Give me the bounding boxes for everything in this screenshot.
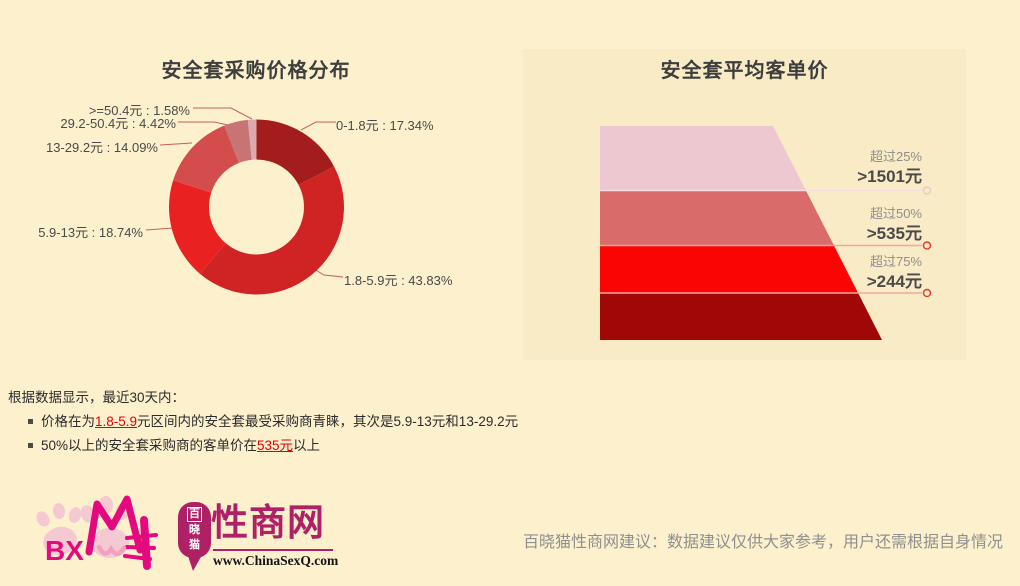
pie-segment-3[interactable] bbox=[173, 125, 240, 193]
funnel-segment-1[interactable] bbox=[600, 190, 834, 246]
bx-logo-text: BX bbox=[45, 535, 84, 566]
bubble-char-2: 晓 bbox=[189, 524, 200, 536]
pie-segment-1[interactable] bbox=[200, 166, 345, 295]
pie-segment-5[interactable] bbox=[247, 119, 257, 160]
summary-bullet-2: 50%以上的安全套采购商的客单价在535元以上 bbox=[8, 437, 518, 454]
leader-line-gte50 bbox=[193, 107, 253, 120]
funnel-segment-2[interactable] bbox=[600, 245, 859, 294]
funnel-separator-lines bbox=[600, 186, 932, 298]
cat-mouth-icon bbox=[96, 544, 127, 556]
funnel-segment-0[interactable] bbox=[600, 126, 806, 191]
funnel-value-1501: >1501元 bbox=[857, 167, 922, 186]
pie-label-5.9-13: 5.9-13元 : 18.74% bbox=[38, 225, 143, 240]
pie-label-1.8-5.9: 1.8-5.9元 : 43.83% bbox=[344, 273, 453, 288]
funnel-label-75pct: 超过75% bbox=[869, 254, 922, 269]
summary-block: 根据数据显示，最近30天内： 价格在为1.8-5.9元区间内的安全套最受采购商青… bbox=[8, 386, 518, 454]
leader-line-0-1.8 bbox=[300, 121, 336, 131]
pie-segment-4[interactable] bbox=[224, 119, 252, 163]
funnel-dot-25 bbox=[922, 186, 932, 195]
bubble-char-1: 百 bbox=[187, 507, 202, 522]
left-chart-title: 安全套采购价格分布 bbox=[161, 60, 351, 82]
funnel-value-535: >535元 bbox=[866, 224, 922, 243]
summary-bullet-1: 价格在为1.8-5.9元区间内的安全套最受采购商青睐，其次是5.9-13元和13… bbox=[8, 413, 518, 430]
bullet-2-post: 以上 bbox=[293, 438, 321, 453]
advisory-text: 百晓猫性商网建议：数据建议仅供大家参考，用户还需根据自身情况 bbox=[523, 534, 1004, 551]
bullet-2-pre: 50%以上的安全套采购商的客单价在 bbox=[41, 438, 258, 453]
funnel-label-50pct: 超过50% bbox=[869, 206, 922, 221]
pie-label-29.2-50.4: 29.2-50.4元 : 4.42% bbox=[60, 116, 176, 131]
funnel-label-25pct: 超过25% bbox=[869, 149, 922, 164]
funnel-segment-3[interactable] bbox=[600, 293, 882, 340]
bullet-2-highlight: 535元 bbox=[257, 438, 294, 453]
right-chart-title: 安全套平均客单价 bbox=[660, 60, 829, 82]
site-name-logo: 性商网 bbox=[211, 502, 325, 543]
funnel-dot-75 bbox=[922, 288, 932, 298]
bubble-char-3: 猫 bbox=[189, 539, 200, 551]
bullet-1-pre: 价格在为 bbox=[41, 414, 95, 429]
leader-line-5-13 bbox=[145, 227, 174, 231]
funnel-value-244: >244元 bbox=[866, 272, 922, 291]
bullet-1-highlight: 1.8-5.9 bbox=[95, 414, 138, 429]
bullet-square-icon bbox=[28, 443, 33, 448]
site-url[interactable]: www.ChinaSexQ.com bbox=[213, 549, 338, 569]
bullet-square-icon bbox=[28, 419, 33, 424]
pie-label-0-1.8: 0-1.8元 : 17.34% bbox=[336, 118, 434, 133]
leader-line-13-29 bbox=[159, 142, 193, 146]
funnel-chart[interactable] bbox=[600, 126, 882, 340]
summary-heading: 根据数据显示，最近30天内： bbox=[8, 390, 186, 405]
funnel-dot-50 bbox=[922, 241, 932, 250]
pie-label-gte50.4: >=50.4元 : 1.58% bbox=[88, 103, 190, 118]
baixiaomao-speech-bubble: 百 晓 猫 bbox=[178, 502, 211, 558]
pie-segment-2[interactable] bbox=[168, 180, 226, 274]
pie-label-13-29.2: 13-29.2元 : 14.09% bbox=[45, 140, 158, 155]
bxm-cat-logo: BX bbox=[36, 495, 202, 571]
pie-segment-0[interactable] bbox=[256, 119, 335, 186]
cat-face-icon bbox=[85, 495, 158, 570]
bullet-1-post: 元区间内的安全套最受采购商青睐，其次是5.9-13元和13-29.2元 bbox=[137, 414, 519, 429]
donut-chart[interactable] bbox=[168, 119, 345, 295]
